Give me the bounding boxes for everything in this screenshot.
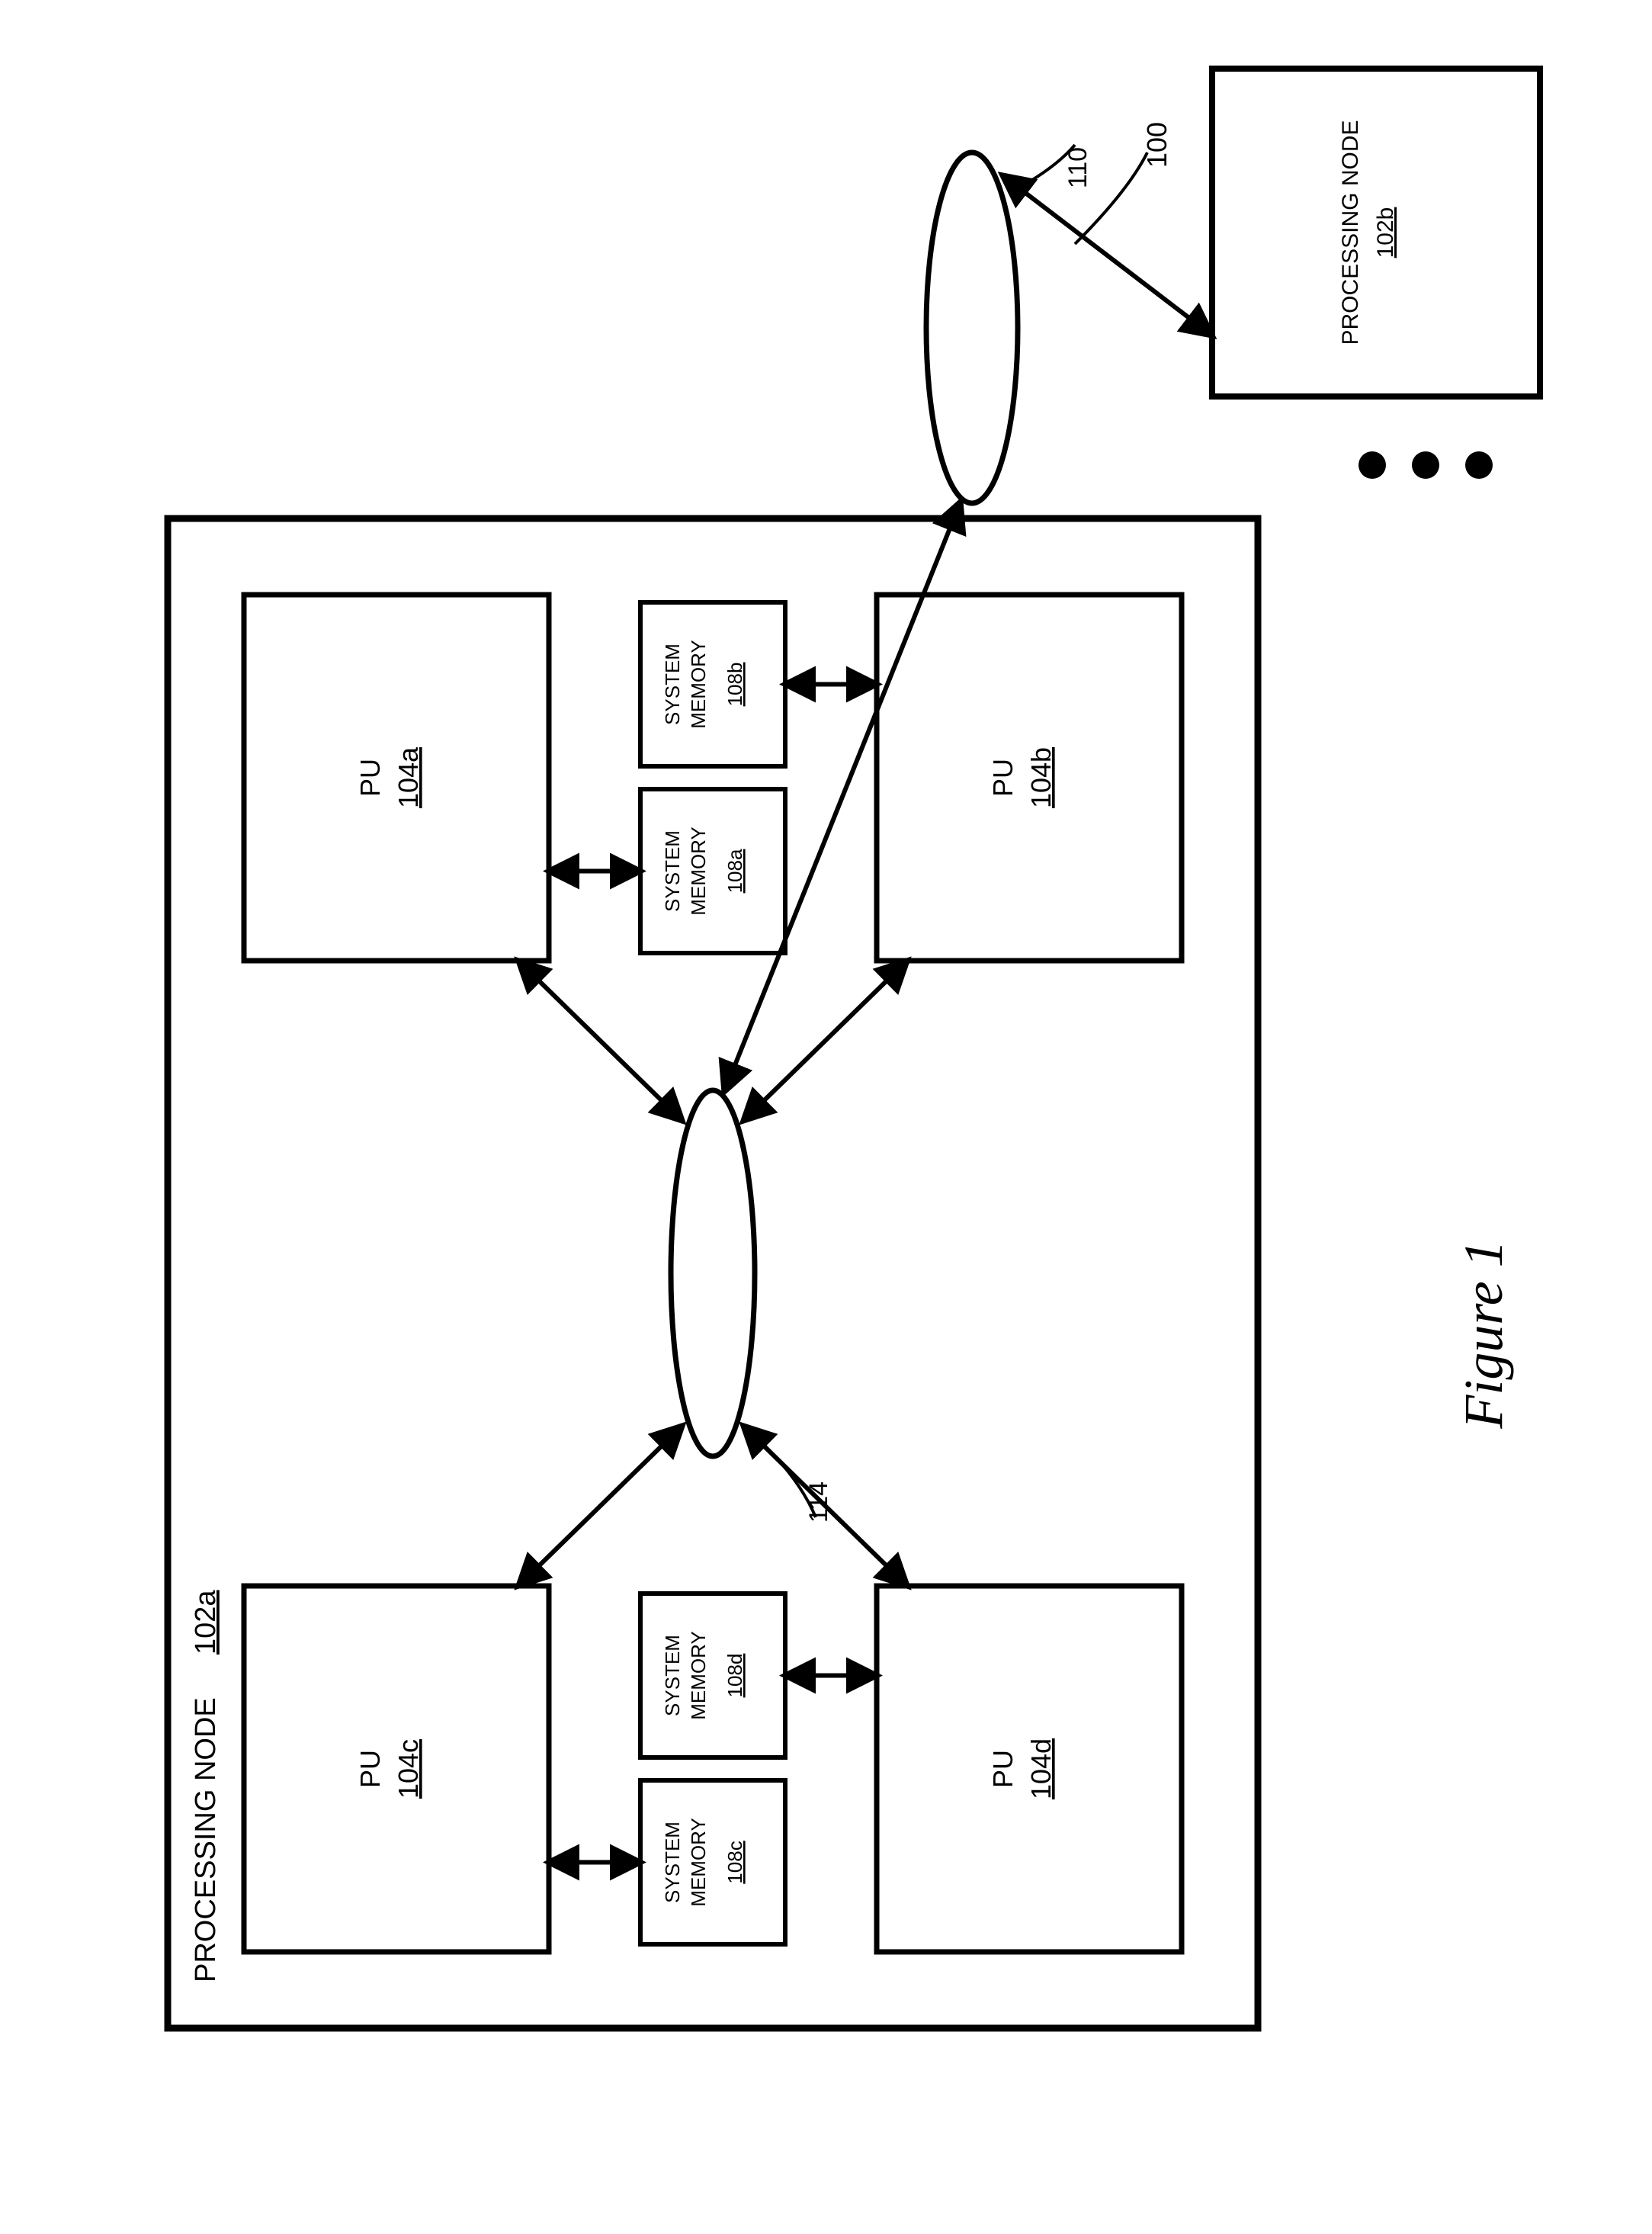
pu-ref-3: 104d [1025, 1738, 1057, 1799]
mem-108a-l2: MEMORY [687, 827, 710, 916]
a-110-102b [1002, 175, 1212, 335]
system-diagram: PROCESSING NODE102aPU104aPU104bPU104cPU1… [0, 0, 1652, 2234]
node-b-ref: 102b [1373, 207, 1398, 258]
node-a-title: PROCESSING NODE [190, 1697, 222, 1982]
mem-108b-ref: 108b [723, 663, 746, 707]
ref-100: 100 [1141, 122, 1172, 168]
mem-108c-l2: MEMORY [687, 1818, 710, 1907]
pu-lbl-0: PU [354, 759, 386, 797]
mem-108a-ref: 108a [723, 849, 746, 893]
mem-108c-ref: 108c [723, 1841, 746, 1883]
pu-ref-1: 104b [1025, 747, 1057, 808]
dot2 [1412, 451, 1439, 479]
mem-108b-l1: SYSTEM [661, 644, 684, 725]
system-interconnect [926, 152, 1018, 503]
pu-ref-2: 104c [393, 1739, 424, 1799]
mem-108d-l1: SYSTEM [661, 1635, 684, 1716]
node-b-title: PROCESSING NODE [1338, 120, 1363, 345]
dot3 [1465, 451, 1493, 479]
pu-ref-0: 104a [393, 746, 424, 808]
pu-lbl-1: PU [987, 759, 1018, 797]
pu-lbl-3: PU [987, 1750, 1018, 1788]
mem-108c-l1: SYSTEM [661, 1822, 684, 1903]
a-104a-ic [518, 961, 682, 1121]
mem-108b-l2: MEMORY [687, 640, 710, 729]
page: PROCESSING NODE102aPU104aPU104bPU104cPU1… [0, 0, 1652, 2234]
mem-108d-l2: MEMORY [687, 1631, 710, 1720]
mem-108d-ref: 108d [723, 1654, 746, 1698]
pu-lbl-2: PU [354, 1750, 386, 1788]
node-a-ref: 102a [190, 1590, 222, 1655]
figure-caption: Figure 1 [1453, 1240, 1514, 1429]
mem-108a-l1: SYSTEM [661, 830, 684, 912]
dot1 [1358, 451, 1386, 479]
a-104d-ic [743, 1426, 907, 1586]
diagram-wrapper: PROCESSING NODE102aPU104aPU104bPU104cPU1… [0, 0, 1652, 2234]
a-114-110 [724, 502, 961, 1092]
a-104c-ic [518, 1426, 682, 1586]
local-interconnect [671, 1090, 755, 1456]
